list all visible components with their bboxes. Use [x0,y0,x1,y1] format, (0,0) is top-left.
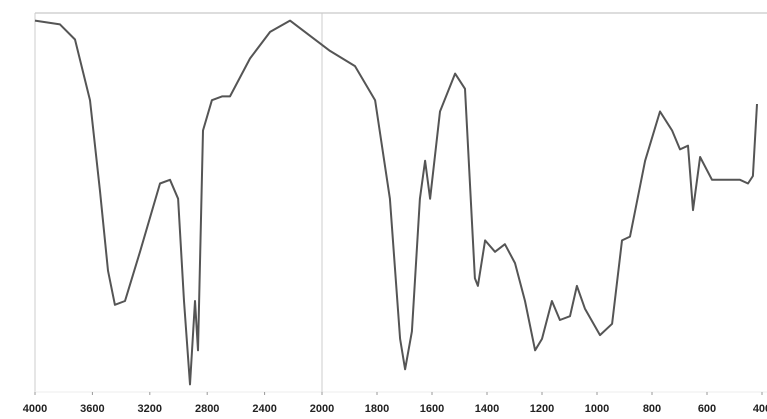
x-tick-label: 4000 [23,403,47,415]
x-tick-label: 1600 [420,403,444,415]
x-tick-label: 2800 [195,403,219,415]
x-tick-label: 1400 [475,403,499,415]
x-tick-label: 800 [643,403,661,415]
x-tick-label: 2000 [310,403,334,415]
x-tick-label: 1200 [530,403,554,415]
x-tick-label: 1800 [365,403,389,415]
x-tick-label: 600 [698,403,716,415]
x-tick-label: 3200 [138,403,162,415]
x-tick-label: 3600 [80,403,104,415]
x-tick-label: 1000 [585,403,609,415]
spectrum-line [34,19,758,386]
x-tick-label: 400 [753,403,767,415]
x-tick-label: 2400 [252,403,276,415]
